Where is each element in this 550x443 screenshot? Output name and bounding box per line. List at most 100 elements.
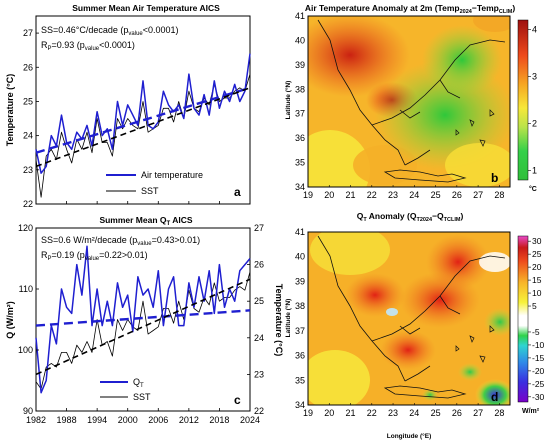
colorbar-tick-label: 5 xyxy=(532,301,537,311)
map-x-tick-label: 23 xyxy=(388,408,398,418)
trend-line-0 xyxy=(35,309,251,327)
colorbar-tick-label: 25 xyxy=(532,249,542,259)
legend-air-temperature: Air temperature xyxy=(141,170,203,180)
y-right-tick-label: 26 xyxy=(254,260,264,270)
panel-d-title: QT Anomaly (QT2024−QTCLIM) xyxy=(357,211,464,223)
y-tick-label: 22 xyxy=(23,199,33,209)
trend-line-1 xyxy=(35,278,251,376)
panel-c-grid xyxy=(35,408,251,411)
colorbar-tick-label: 4 xyxy=(532,24,537,34)
panel-d-field xyxy=(308,232,510,405)
panel-b-frame xyxy=(307,15,511,188)
y-right-tick-label: 24 xyxy=(254,333,264,343)
map-x-tick-label: 20 xyxy=(324,190,334,200)
map-x-tick-label: 19 xyxy=(303,190,313,200)
panel-a-annotation-2: RP=0.93 (pvalue<0.0001) xyxy=(41,40,135,52)
y-tick-label: 110 xyxy=(19,284,33,294)
x-tick-label: 2000 xyxy=(118,415,138,425)
panel-b-y-ticks: 34 35 36 37 38 39 40 41 xyxy=(295,11,305,192)
x-tick-label: 2012 xyxy=(179,415,199,425)
colorbar-tick-label: -15 xyxy=(532,353,545,363)
panel-a-y-ticks: 22 23 24 25 26 27 xyxy=(23,28,39,209)
panel-b-field xyxy=(308,16,510,187)
y-tick-label: 120 xyxy=(18,223,33,233)
panel-d-xlabel: Longitude (°E) xyxy=(387,432,431,440)
y-tick-label: 25 xyxy=(23,96,33,106)
panel-d-letter: d xyxy=(491,390,498,404)
colorbar-tick-label: 3 xyxy=(532,71,537,81)
map-x-tick-label: 19 xyxy=(303,408,313,418)
panel-c-y-ticks-right: 22 23 24 25 26 27 xyxy=(247,223,264,416)
panel-b-colorbar-ticks: 1 2 3 4 xyxy=(528,24,537,176)
map-y-tick-label: 35 xyxy=(295,158,305,168)
legend-sst: SST xyxy=(141,186,159,196)
panel-c-title: Summer Mean QT AICS xyxy=(99,215,192,227)
map-x-tick-label: 20 xyxy=(324,408,334,418)
panel-c-y-ticks: 90 100 110 120 xyxy=(18,223,39,416)
colorbar-tick-label: -30 xyxy=(532,392,545,402)
panel-c-annotation-1: SS=0.6 W/m²/decade (pvalue=0.43>0.01) xyxy=(41,235,200,247)
panel-b-title: Air Temperature Anomaly at 2m (Temp2024−… xyxy=(305,3,516,15)
panel-d-colorbar-ticks: 30 25 20 15 10 5 -5 -10 -15 -20 -25 -30 xyxy=(528,236,545,402)
panel-c-x-ticks: 1982 1988 1994 2000 2006 2012 2018 2024 xyxy=(26,415,260,425)
map-y-tick-label: 41 xyxy=(295,227,305,237)
legend-sst-c: SST xyxy=(133,392,151,402)
map-x-tick-label: 27 xyxy=(473,408,483,418)
x-tick-label: 2018 xyxy=(209,415,229,425)
panel-c: Summer Mean QT AICS 90 100 110 120 22 23 24 25… xyxy=(5,215,284,425)
panel-a-series xyxy=(35,53,251,198)
colorbar-tick-label: -25 xyxy=(532,379,545,389)
trend-line-1 xyxy=(35,87,251,168)
y-tick-label: 100 xyxy=(18,345,33,355)
map-y-tick-label: 37 xyxy=(295,326,305,336)
x-tick-label: 1982 xyxy=(26,415,46,425)
y-tick-label: 27 xyxy=(23,28,33,38)
map-x-tick-label: 25 xyxy=(431,190,441,200)
y-tick-label: 24 xyxy=(23,131,33,141)
map-x-tick-label: 22 xyxy=(367,190,377,200)
colorbar-tick-label: -20 xyxy=(532,366,545,376)
panel-a-frame xyxy=(35,15,251,205)
panel-b: Air Temperature Anomaly at 2m (Temp2024−… xyxy=(284,3,537,200)
panel-a: Summer Mean Air Temperature AICS 2223242… xyxy=(5,3,251,209)
map-y-tick-label: 34 xyxy=(295,400,305,410)
panel-c-series xyxy=(35,245,251,394)
panel-b-ylabel: Latitude (°N) xyxy=(284,81,292,120)
trend-line-0 xyxy=(35,86,251,154)
colorbar-tick-label: 20 xyxy=(532,262,542,272)
map-y-tick-label: 37 xyxy=(295,109,305,119)
y-right-tick-label: 27 xyxy=(254,223,264,233)
series-line-air-temperature xyxy=(35,53,251,174)
colorbar-tick-label: -5 xyxy=(532,327,540,337)
panel-d-colorbar xyxy=(517,235,529,403)
map-x-tick-label: 24 xyxy=(409,190,419,200)
map-x-tick-label: 28 xyxy=(494,408,504,418)
panel-b-colorbar xyxy=(517,19,529,181)
panel-b-colorbar-unit: °C xyxy=(529,185,537,193)
map-y-tick-label: 40 xyxy=(295,252,305,262)
panel-c-ylabel-right: Temperature (°C) xyxy=(274,284,284,356)
colorbar-tick-label: 1 xyxy=(532,166,537,176)
panel-c-ylabel: Q (W/m²) xyxy=(5,301,15,339)
panel-c-frame xyxy=(35,227,251,412)
map-x-tick-label: 26 xyxy=(452,408,462,418)
panel-d-x-ticks: 19 20 21 22 23 24 25 26 27 28 xyxy=(303,403,504,418)
panel-d-frame xyxy=(307,231,511,406)
panel-a-ylabel: Temperature (°C) xyxy=(5,74,15,146)
map-y-tick-label: 39 xyxy=(295,276,305,286)
map-x-tick-label: 22 xyxy=(367,408,377,418)
colorbar-tick-label: -10 xyxy=(532,340,545,350)
map-y-tick-label: 35 xyxy=(295,375,305,385)
panel-b-x-ticks: 19 20 21 22 23 24 25 26 27 28 xyxy=(303,185,504,200)
map-x-tick-label: 27 xyxy=(473,190,483,200)
legend-qt: QT xyxy=(133,377,144,389)
panel-a-grid xyxy=(35,201,251,204)
map-x-tick-label: 28 xyxy=(494,190,504,200)
y-tick-label: 90 xyxy=(23,406,33,416)
map-y-tick-label: 38 xyxy=(295,301,305,311)
colorbar-tick-label: 10 xyxy=(532,288,542,298)
map-x-tick-label: 24 xyxy=(409,408,419,418)
map-x-tick-label: 26 xyxy=(452,190,462,200)
y-right-tick-label: 22 xyxy=(254,406,264,416)
